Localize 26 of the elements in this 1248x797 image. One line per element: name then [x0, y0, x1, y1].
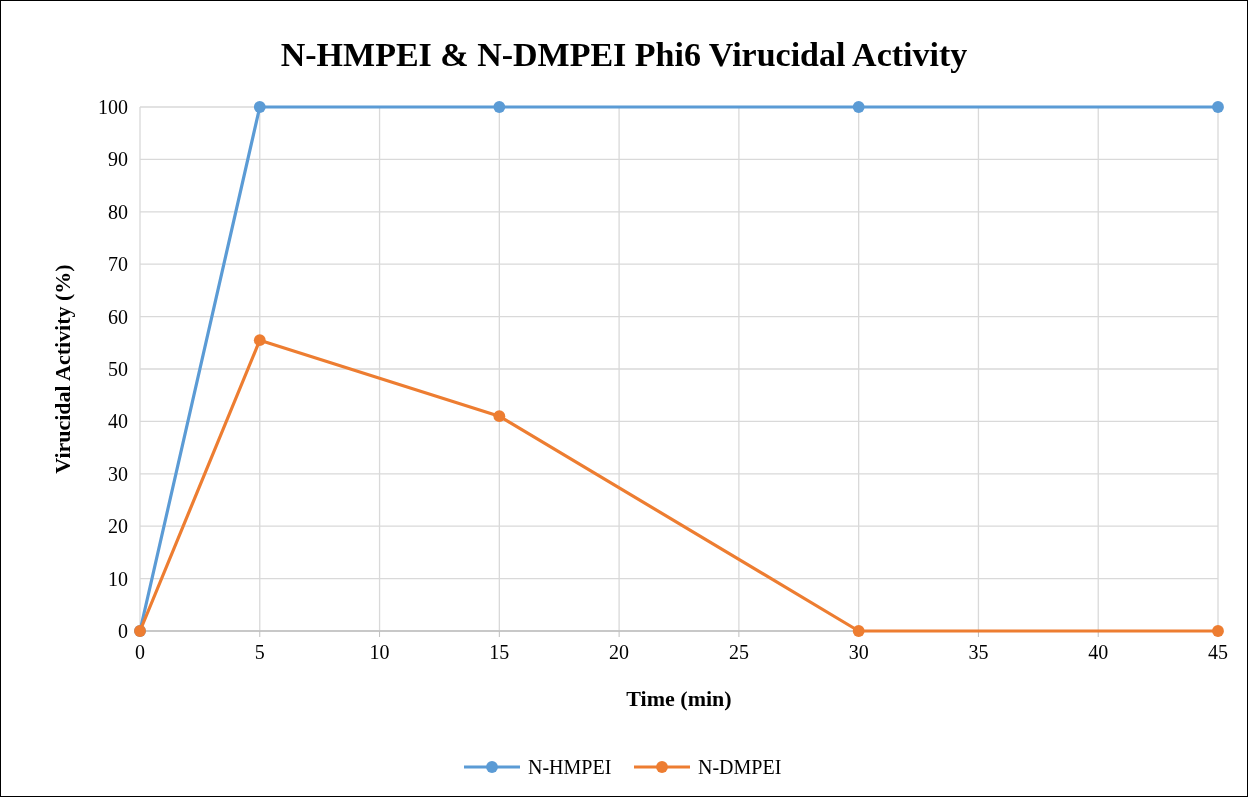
y-tick-label: 40 [108, 410, 128, 433]
y-tick-label: 100 [98, 96, 128, 118]
x-tick-label: 10 [369, 641, 390, 663]
x-tick-label: 35 [968, 641, 989, 663]
y-tick-label: 30 [108, 462, 128, 485]
y-tick-label: 90 [108, 148, 128, 171]
y-tick-label: 0 [118, 620, 128, 642]
x-tick-label: 0 [135, 641, 145, 663]
x-tick-label: 45 [1208, 641, 1228, 663]
x-axis-title: Time (min) [626, 686, 732, 711]
y-tick-label: 20 [108, 515, 128, 538]
x-tick-label: 30 [848, 641, 869, 663]
x-tick-label: 40 [1088, 641, 1109, 663]
y-tick-label: 80 [108, 200, 128, 223]
y-tick-label: 50 [108, 358, 128, 380]
legend-label: N-DMPEI [698, 756, 782, 778]
y-tick-label: 60 [108, 305, 128, 328]
y-tick-label: 10 [108, 567, 128, 590]
x-tick-label: 5 [254, 641, 265, 663]
x-tick-label: 25 [728, 641, 749, 663]
x-tick-label: 15 [489, 641, 510, 663]
y-tick-label: 70 [108, 253, 128, 276]
x-tick-label: 20 [609, 641, 630, 663]
legend-label: N-HMPEI [528, 756, 612, 778]
y-axis-title: Virucidal Activity (%) [50, 264, 75, 474]
chart-title: N-HMPEI & N-DMPEI Phi6 Virucidal Activity [280, 36, 968, 73]
